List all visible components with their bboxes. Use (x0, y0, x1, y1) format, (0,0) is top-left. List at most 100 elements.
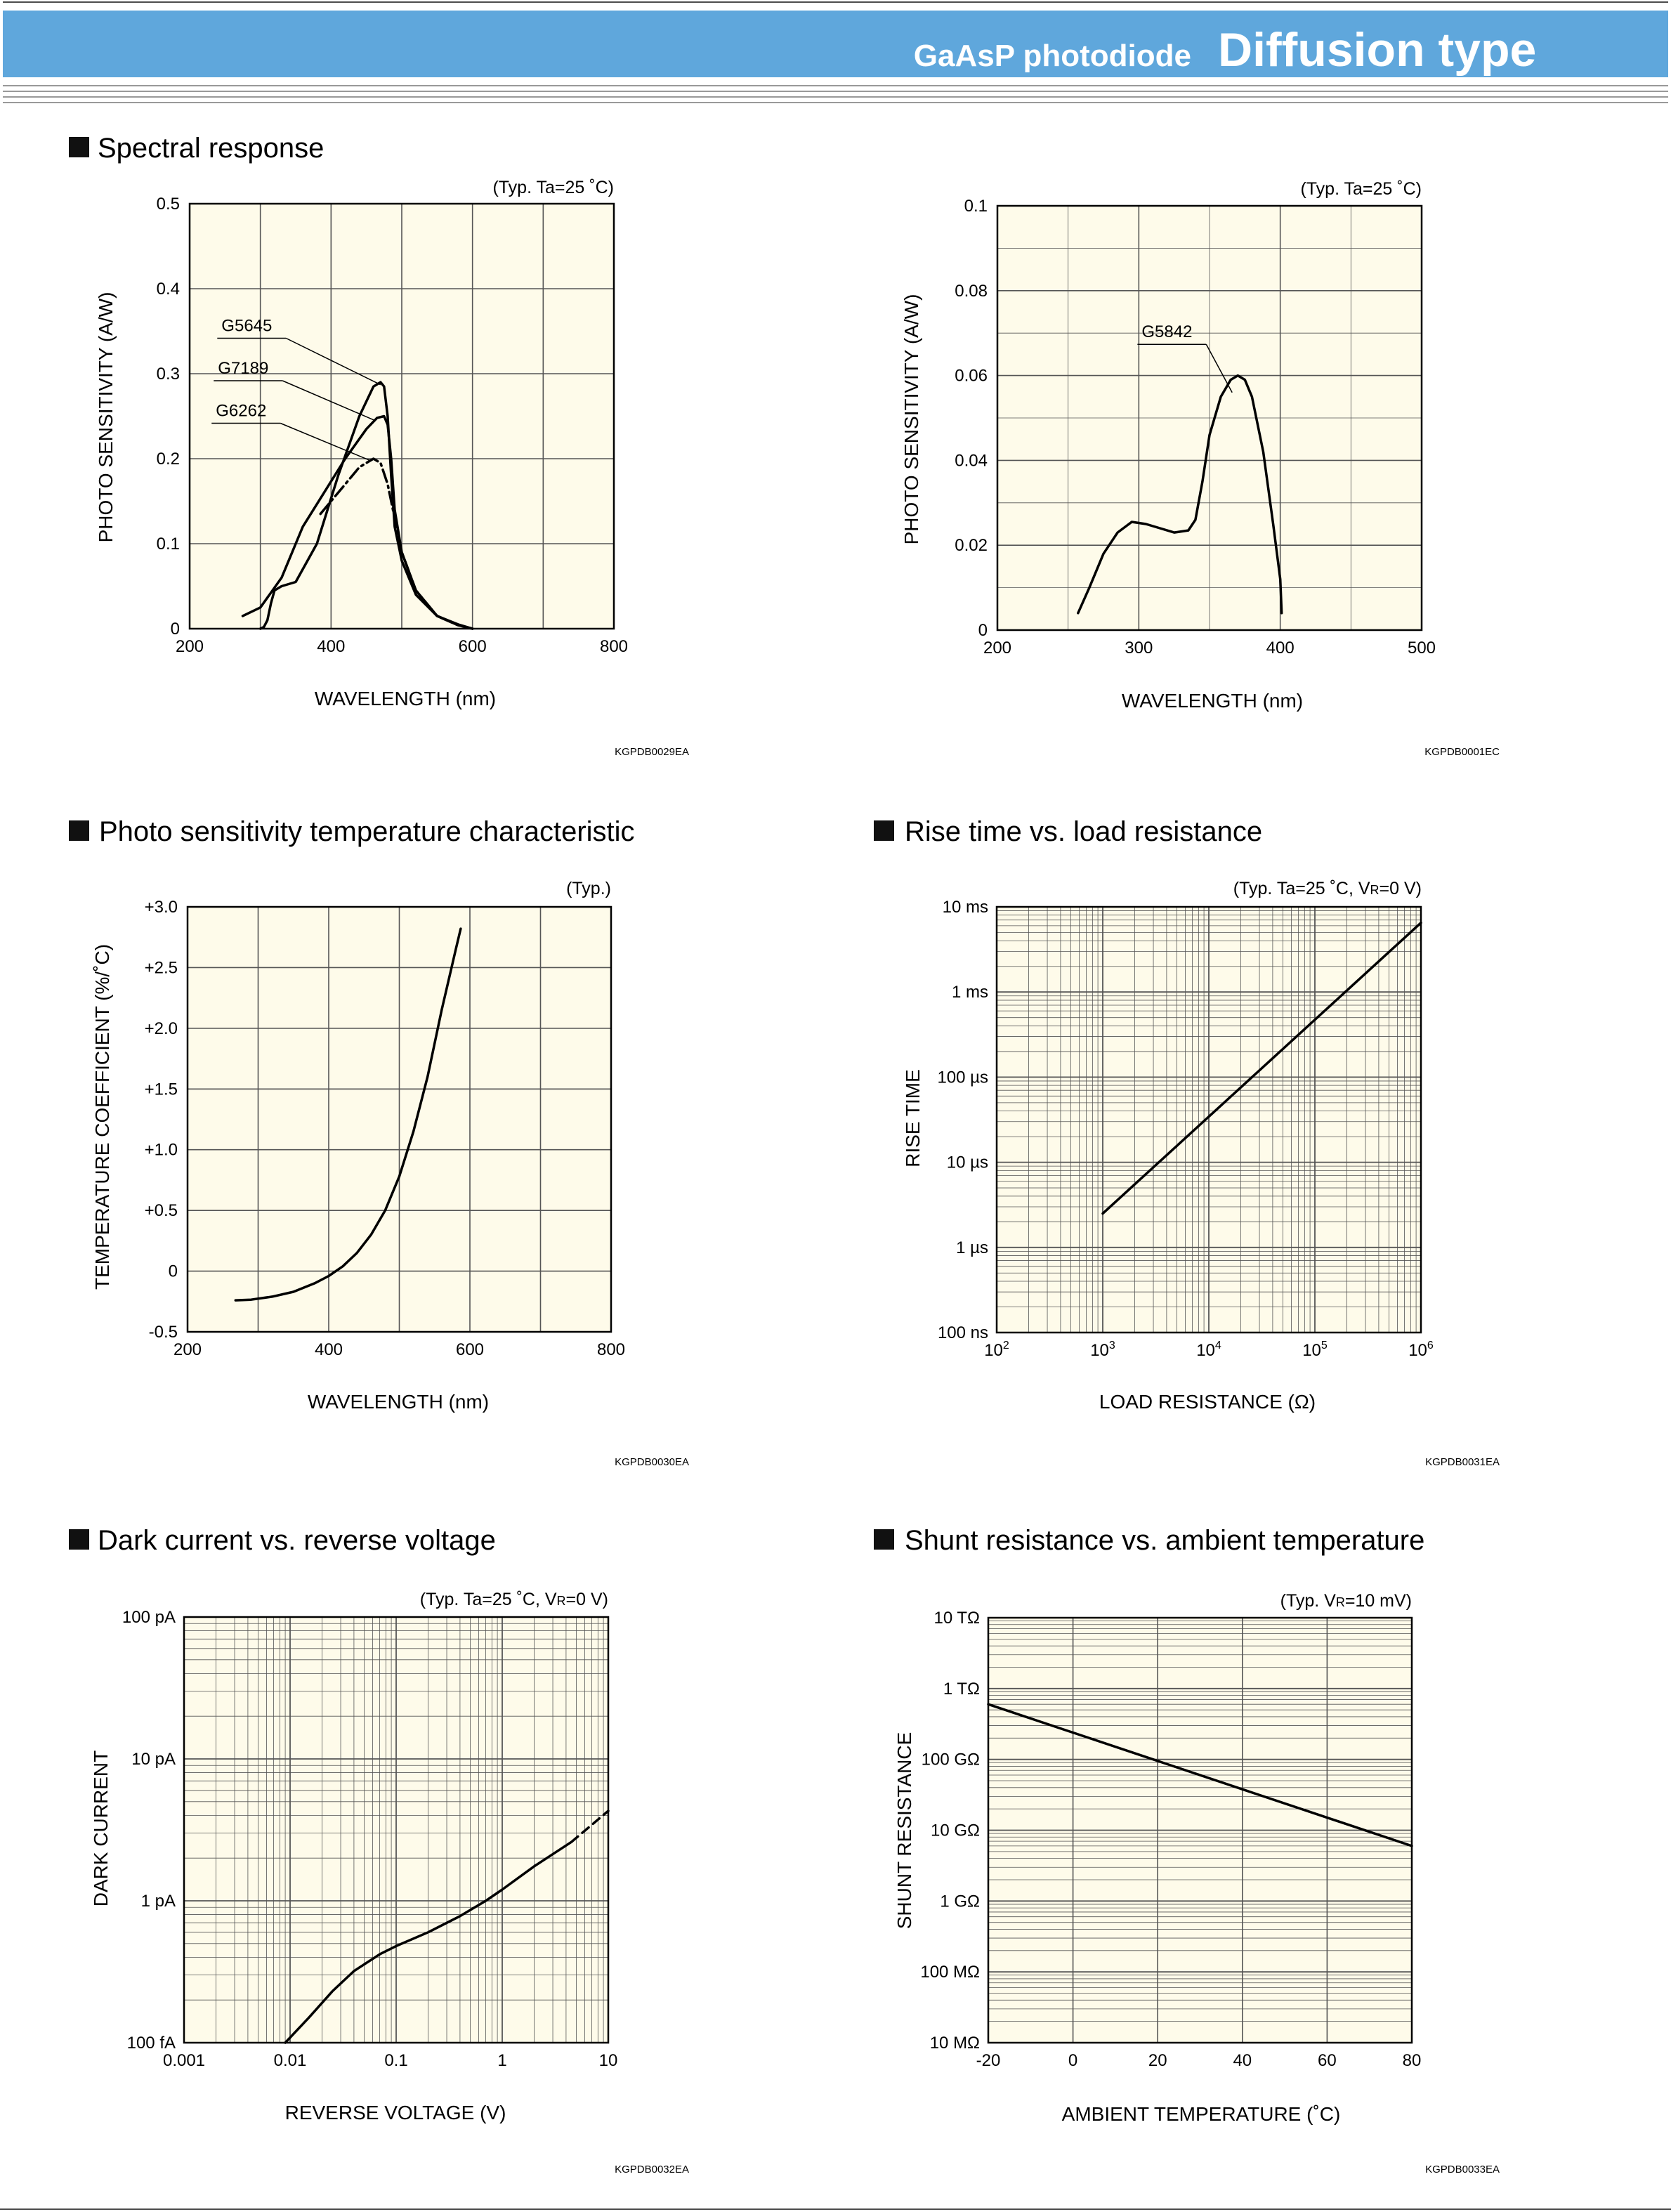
section-bullet (874, 820, 894, 841)
tick-label: 1 TΩ (943, 1680, 980, 1699)
series-line (319, 457, 474, 630)
tick-label: 100 pA (122, 1608, 176, 1627)
header-band (3, 11, 1668, 77)
x-axis-label: AMBIENT TEMPERATURE (˚C) (1062, 2103, 1341, 2125)
leader-line (282, 380, 376, 421)
tick-label: 400 (315, 1340, 343, 1359)
tick-label: -0.5 (149, 1323, 178, 1342)
tick-label: 0 (1068, 2051, 1077, 2070)
tick-label: 20 (1148, 2051, 1167, 2070)
y-axis-label: RISE TIME (902, 1069, 924, 1167)
tick-label: 600 (459, 637, 487, 656)
tick-label: 400 (317, 637, 345, 656)
section-bullet (69, 1529, 89, 1550)
tick-label: 100 ns (938, 1323, 988, 1342)
tick-label: 400 (1266, 639, 1295, 657)
figure-code: KGPDB0001EC (1424, 746, 1500, 758)
tick-label: 0 (978, 621, 988, 640)
plot-frame (188, 202, 615, 630)
tick-label: +2.5 (145, 958, 178, 977)
tick-label: 0.001 (163, 2051, 205, 2070)
tick-label: +3.0 (145, 898, 178, 917)
tick-label: 0.4 (157, 280, 180, 299)
tick-label: 300 (1125, 639, 1153, 657)
tick-label: 0.1 (157, 535, 180, 554)
tick-label: 0.2 (157, 450, 180, 469)
condition-note: (Typ.) (566, 879, 611, 898)
tick-label: 0.1 (964, 197, 988, 216)
tick-label: +2.0 (145, 1019, 178, 1038)
tick-label: 100 fA (127, 2034, 176, 2053)
tick-label: 102 (984, 1340, 1009, 1360)
condition-note: (Typ. Ta=25 ˚C) (1300, 179, 1422, 199)
footer-rule (0, 2208, 1671, 2210)
tick-label: 0.04 (955, 451, 988, 470)
tick-label: 200 (983, 639, 1011, 657)
chart-shunt-resistance: Shunt resistance vs. ambient temperature… (874, 1525, 1500, 2175)
tick-label: 0 (169, 1262, 178, 1281)
condition-note: (Typ. Ta=25 ˚C, VR=0 V) (1233, 879, 1422, 898)
tick-label: +1.0 (145, 1141, 178, 1160)
series-label: G5842 (1141, 322, 1192, 341)
leader-line (280, 422, 370, 462)
y-axis-label: PHOTO SENSITIVITY (A/W) (95, 292, 117, 543)
header-rules (3, 85, 1668, 103)
tick-label: 0.5 (157, 195, 180, 214)
section-heading: Dark current vs. reverse voltage (98, 1525, 496, 1556)
tick-label: 800 (597, 1340, 625, 1359)
tick-label: 10 TΩ (933, 1609, 980, 1628)
tick-label: 1 µs (956, 1238, 988, 1257)
tick-label: 10 GΩ (931, 1821, 980, 1840)
series-line (258, 381, 474, 630)
tick-label: 104 (1196, 1340, 1221, 1360)
condition-note: (Typ. Ta=25 ˚C) (492, 178, 614, 197)
section-bullet (69, 820, 89, 841)
series-label: G5645 (221, 317, 272, 336)
tick-label: 1 GΩ (940, 1892, 980, 1911)
x-axis-label: WAVELENGTH (nm) (1122, 690, 1303, 712)
x-axis-label: WAVELENGTH (nm) (308, 1391, 489, 1413)
condition-note: (Typ. Ta=25 ˚C, VR=0 V) (420, 1590, 608, 1609)
series-line (234, 927, 462, 1302)
tick-label: 60 (1318, 2051, 1337, 2070)
tick-label: 500 (1408, 639, 1436, 657)
tick-label: 10 µs (947, 1153, 988, 1172)
section-heading: Rise time vs. load resistance (905, 816, 1262, 847)
figure-code: KGPDB0029EA (615, 746, 689, 758)
x-axis-label: REVERSE VOLTAGE (V) (285, 2102, 506, 2123)
tick-label: 0.3 (157, 365, 180, 384)
y-axis-label: DARK CURRENT (90, 1750, 112, 1906)
plot-frame (996, 204, 1423, 631)
x-axis-label: LOAD RESISTANCE (Ω) (1099, 1391, 1316, 1413)
figure-code: KGPDB0030EA (615, 1456, 689, 1468)
tick-label: 1 ms (952, 983, 988, 1002)
tick-label: 100 GΩ (922, 1750, 980, 1769)
section-heading: Photo sensitivity temperature characteri… (99, 816, 635, 847)
x-axis-label: WAVELENGTH (nm) (315, 688, 496, 709)
tick-label: 10 MΩ (930, 2034, 980, 2053)
tick-label: 0.08 (955, 282, 988, 301)
section-heading: Shunt resistance vs. ambient temperature (905, 1525, 1424, 1556)
section-heading: Spectral response (98, 133, 324, 164)
header-top-rule (3, 1, 1668, 3)
tick-label: +0.5 (145, 1201, 178, 1220)
tick-label: 600 (456, 1340, 484, 1359)
tick-label: 103 (1090, 1340, 1115, 1360)
y-axis-label: SHUNT RESISTANCE (893, 1732, 915, 1930)
series-line (241, 414, 474, 630)
y-axis-label: TEMPERATURE COEFFICIENT (%/˚C) (91, 944, 113, 1290)
tick-label: 200 (176, 637, 204, 656)
chart-temperature-coefficient: Photo sensitivity temperature characteri… (69, 816, 689, 1468)
chart-spectral-response-g5842: (Typ. Ta=25 ˚C) G5842 200 300 400 500 0 0.02 0.… (900, 179, 1500, 758)
tick-label: +1.5 (145, 1080, 178, 1099)
tick-label: -20 (976, 2051, 1001, 2070)
tick-label: 100 µs (937, 1068, 988, 1087)
y-axis-label: PHOTO SENSITIVITY (A/W) (900, 294, 922, 545)
tick-label: 10 ms (943, 898, 988, 917)
tick-label: 10 (599, 2051, 618, 2070)
series-line (1101, 921, 1422, 1215)
series-line (1077, 374, 1283, 615)
chart-rise-time: Rise time vs. load resistance (Typ. Ta=2… (874, 816, 1500, 1468)
figure-code: KGPDB0031EA (1425, 1456, 1500, 1468)
series-label: G7189 (218, 359, 268, 378)
